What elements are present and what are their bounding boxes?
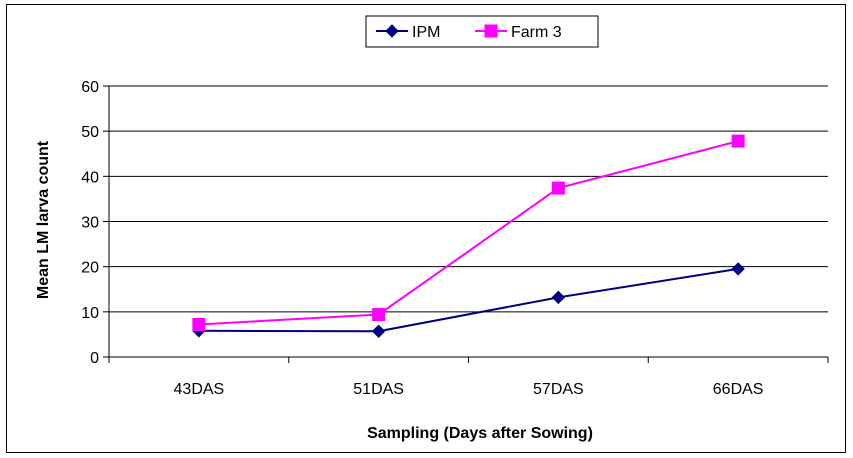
y-tick-labels: 0 10 20 30 40 50 60 [81, 79, 99, 367]
data-point-66DAS [731, 262, 745, 276]
x-tick-label-51DAS: 51DAS [353, 381, 404, 398]
y-tick-label-30: 30 [81, 215, 99, 232]
x-tick-labels: 43DAS 51DAS 57DAS 66DAS [174, 381, 764, 398]
series-ipm [192, 262, 745, 338]
legend-label-0: IPM [412, 24, 440, 41]
chart-frame [6, 4, 846, 453]
data-point-57DAS [551, 290, 566, 305]
series-line [198, 140, 739, 326]
series-farm-3 [192, 134, 745, 331]
y-tick-label-60: 60 [81, 79, 99, 96]
data-point-51DAS [371, 324, 386, 338]
x-axis-title: Sampling (Days after Sowing) [367, 425, 593, 442]
x-tick-label-57DAS: 57DAS [533, 381, 584, 398]
y-tick-label-0: 0 [90, 350, 99, 367]
x-tick-label-66DAS: 66DAS [713, 381, 764, 398]
data-point-51DAS [372, 308, 386, 322]
y-tick-label-20: 20 [81, 260, 99, 277]
y-tick-label-40: 40 [81, 169, 99, 186]
y-tick-label-10: 10 [81, 305, 99, 322]
data-point-43DAS [192, 317, 206, 331]
y-tick-label-50: 50 [81, 124, 99, 141]
data-point-66DAS [731, 134, 745, 148]
data-point-57DAS [551, 181, 565, 195]
grid-lines [109, 85, 828, 313]
series-line [198, 267, 739, 333]
legend: IPM Farm 3 [365, 15, 599, 48]
x-tick-label-43DAS: 43DAS [174, 381, 225, 398]
y-axis-title: Mean LM larva count [35, 140, 52, 299]
axes [103, 85, 829, 363]
legend-label-1: Farm 3 [511, 24, 562, 41]
series-group [192, 134, 745, 338]
legend-marker-1 [484, 24, 498, 38]
legend-marker-0 [385, 24, 399, 38]
